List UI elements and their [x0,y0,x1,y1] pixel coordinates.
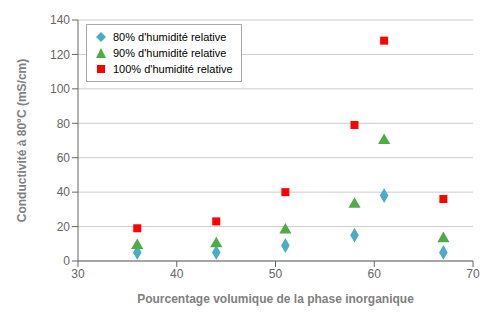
svg-text:60: 60 [57,151,71,165]
svg-text:100: 100 [50,82,70,96]
svg-text:140: 140 [50,13,70,27]
svg-text:Pourcentage volumique de la ph: Pourcentage volumique de la phase inorga… [137,292,414,306]
svg-text:50: 50 [269,267,283,281]
svg-text:30: 30 [71,267,85,281]
html-text:100% d'humidité relative: 100% d'humidité relative [113,63,233,75]
svg-text:60: 60 [368,267,382,281]
svg-text:40: 40 [170,267,184,281]
svg-text:40: 40 [57,185,71,199]
svg-text:20: 20 [57,220,71,234]
svg-text:120: 120 [50,48,70,62]
svg-text:80: 80 [57,117,71,131]
html-text:90% d'humidité relative: 90% d'humidité relative [113,47,227,59]
svg-text:70: 70 [466,267,480,281]
html-text:80% d'humidité relative: 80% d'humidité relative [113,31,227,43]
svg-text:0: 0 [63,254,70,268]
svg-text:Conductivité à 80°C (mS/cm): Conductivité à 80°C (mS/cm) [15,59,29,223]
